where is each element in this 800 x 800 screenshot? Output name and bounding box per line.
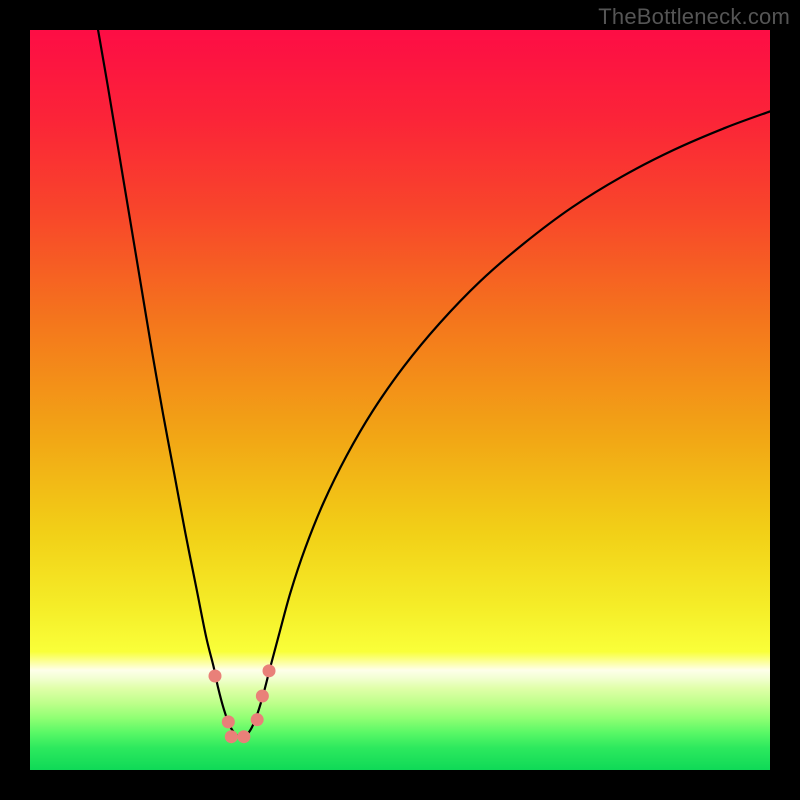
- chart-frame: TheBottleneck.com: [0, 0, 800, 800]
- plot-area: [30, 30, 770, 770]
- data-marker: [256, 690, 269, 703]
- data-marker: [263, 664, 276, 677]
- data-marker: [209, 670, 222, 683]
- data-marker: [222, 715, 235, 728]
- data-marker: [251, 713, 264, 726]
- watermark-text: TheBottleneck.com: [598, 4, 790, 30]
- data-marker: [237, 730, 250, 743]
- chart-svg: [30, 30, 770, 770]
- data-marker: [225, 730, 238, 743]
- gradient-background: [30, 30, 770, 770]
